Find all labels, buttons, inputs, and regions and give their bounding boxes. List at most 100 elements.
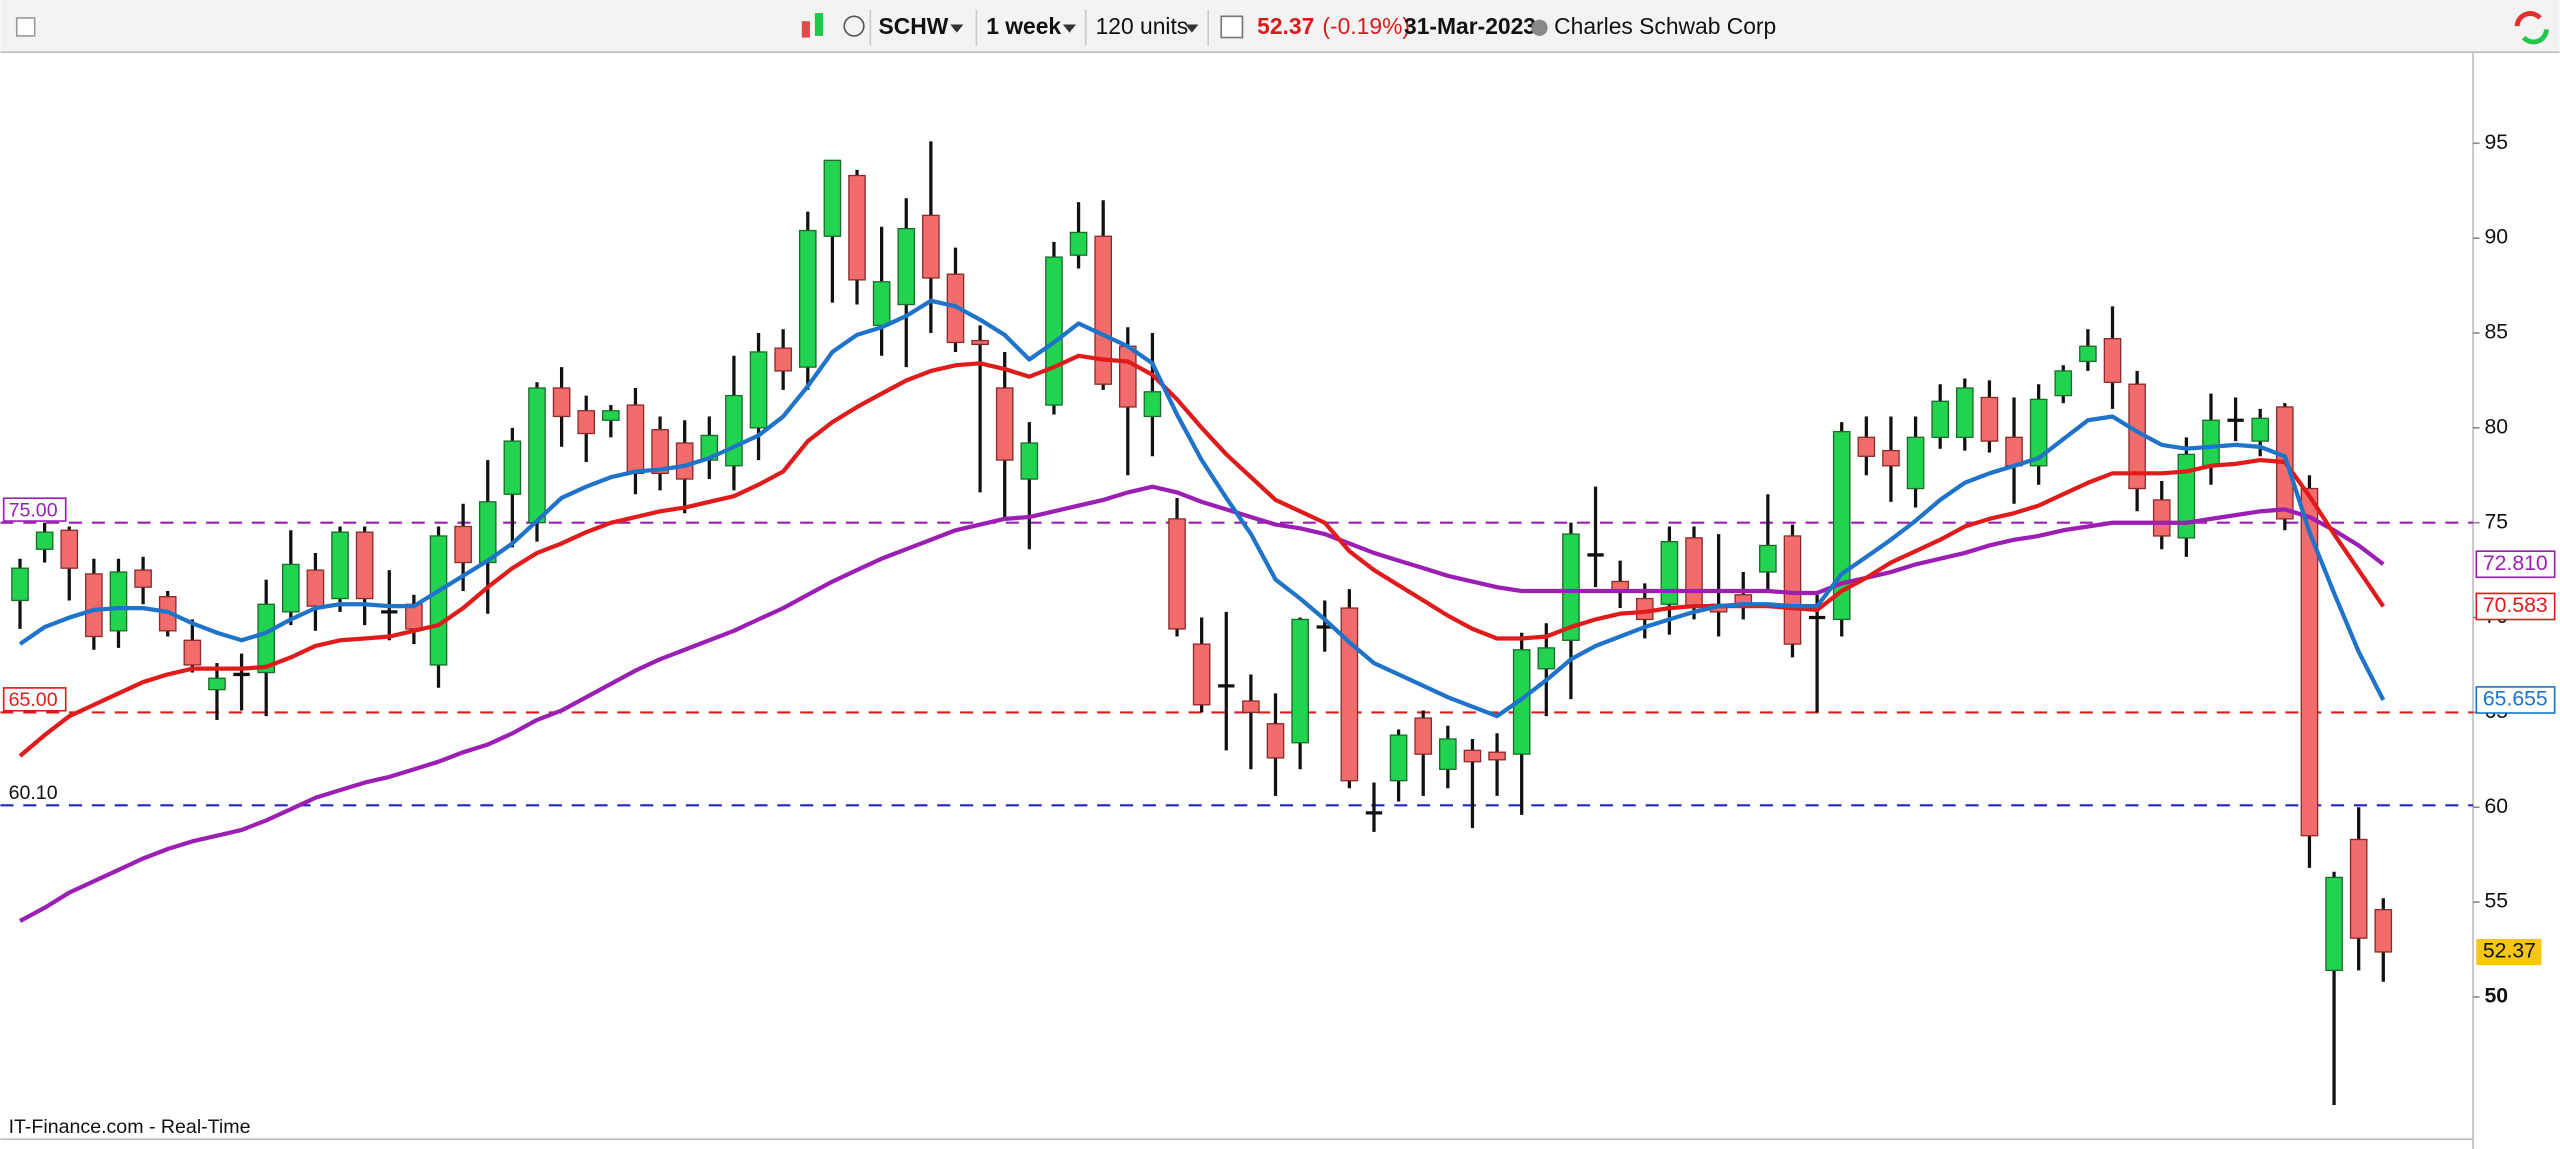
candle-body (1242, 700, 1260, 714)
candle-body (1562, 533, 1580, 641)
value-badge (2475, 550, 2556, 579)
y-tick-label: 85 (2484, 321, 2508, 344)
y-tick-label: 90 (2484, 226, 2508, 249)
candle-body (60, 529, 79, 569)
candle-body (971, 339, 989, 346)
candle-body (1685, 537, 1703, 607)
candle-body (675, 442, 694, 480)
candle-body (2103, 338, 2122, 383)
candle-body (651, 429, 669, 475)
candle-body (577, 410, 596, 435)
moving-average-line (18, 353, 2386, 758)
candle-body (1266, 723, 1285, 759)
candle-body (1537, 647, 1556, 670)
dropdown-arrow[interactable] (1185, 24, 1199, 33)
candle-body (2054, 370, 2073, 397)
toolbar (0, 0, 2560, 53)
candle-body (2325, 876, 2343, 972)
value-badge-label: 65.655 (2483, 688, 2548, 711)
candle-body (2202, 419, 2220, 467)
value-badge (2475, 592, 2556, 621)
date: 31-Mar-2023 (1404, 13, 1536, 39)
y-tick-label: 80 (2484, 415, 2508, 438)
candle-body (454, 525, 472, 564)
value-badge-label: 70.583 (2483, 594, 2548, 617)
candle-body (1045, 256, 1063, 406)
candle-body (35, 531, 54, 550)
candle-body (872, 281, 891, 327)
candle-body (1660, 541, 1679, 605)
checkbox[interactable] (15, 17, 36, 37)
symbol[interactable]: SCHW (879, 13, 949, 39)
candle-body (1069, 231, 1088, 256)
candle-body (1192, 643, 1211, 706)
candle-body (11, 567, 29, 602)
candle-body (602, 410, 620, 421)
y-tick-label: 95 (2484, 131, 2508, 154)
candle-body (331, 531, 349, 600)
period[interactable]: 1 week (986, 13, 1061, 39)
candle-body (2349, 838, 2368, 939)
candle-body (1439, 738, 1457, 770)
candle-body (1414, 717, 1433, 755)
units[interactable]: 120 units (1096, 13, 1189, 39)
candle-body (478, 501, 497, 564)
indicator-button[interactable] (843, 15, 865, 37)
candle-body (1143, 391, 1162, 418)
candle-body (823, 159, 842, 237)
candle-body (2029, 398, 2048, 467)
candle-body (1882, 449, 1900, 467)
candle-body (552, 387, 571, 418)
dropdown-arrow[interactable] (1062, 24, 1076, 33)
candle-body (1340, 607, 1359, 782)
candle-body (1980, 396, 1999, 442)
reference-label: 75.00 (9, 499, 58, 521)
candle-body (922, 214, 940, 279)
footer: IT-Finance.com - Real-Time (9, 1116, 251, 1138)
y-tick-label: 50 (2484, 985, 2508, 1008)
candle-body (725, 394, 743, 467)
candle-body (2374, 909, 2393, 953)
info-icon[interactable] (1220, 15, 1244, 39)
refresh-icon[interactable] (2514, 11, 2549, 45)
company-name: Charles Schwab Corp (1554, 13, 1776, 39)
chart-type-button[interactable] (801, 13, 824, 38)
candle-body (2005, 436, 2023, 467)
candle-body (528, 387, 546, 524)
candle-body (749, 351, 768, 429)
candle-body (1094, 235, 1113, 385)
candle-body (429, 535, 448, 666)
candle-body (1759, 544, 1777, 573)
candle-body (208, 677, 226, 691)
candle-body (134, 569, 152, 588)
candle-body (2079, 345, 2097, 363)
reference-label-box (2, 497, 67, 522)
moving-average-line (18, 298, 2386, 719)
candle-body (774, 347, 792, 372)
candle-body (1955, 387, 1974, 438)
value-badge (2475, 686, 2556, 714)
candle-body (109, 571, 128, 632)
candle-body (257, 603, 276, 674)
candle-body (281, 563, 300, 613)
candle-body (1291, 618, 1309, 744)
last-price: 52.37 (1257, 13, 1314, 39)
reference-label: 60.10 (9, 782, 58, 804)
candle-body (1168, 518, 1186, 630)
candle-body (1857, 436, 1876, 457)
moving-average-line (19, 484, 2385, 923)
candle-body (1906, 436, 1925, 490)
candle-body (995, 387, 1014, 461)
dropdown-arrow[interactable] (950, 24, 964, 33)
candle-body (2251, 417, 2270, 442)
candle-body (2152, 499, 2171, 537)
value-badge-label: 72.810 (2483, 552, 2548, 575)
candle-body (1488, 751, 1506, 761)
candle-body (1463, 749, 1482, 763)
candle-body (1512, 649, 1531, 755)
candle-body (2300, 487, 2319, 837)
candle-body (1783, 535, 1802, 645)
